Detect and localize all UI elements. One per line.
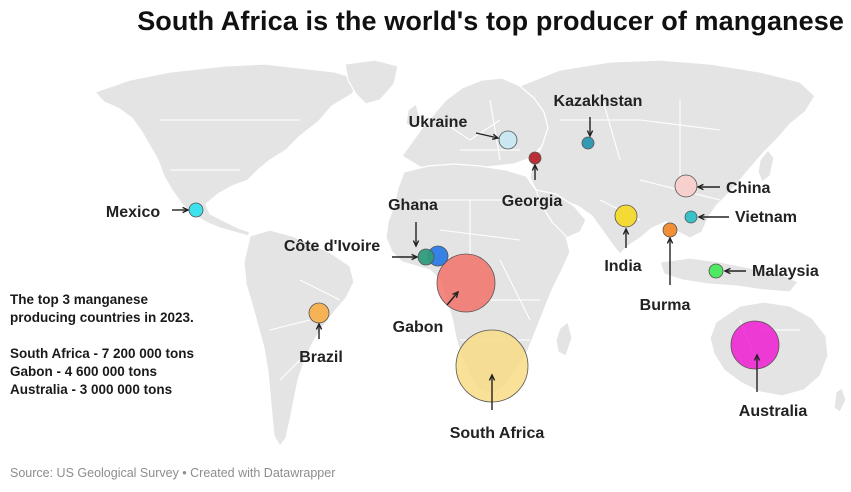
label-georgia: Georgia <box>502 193 563 210</box>
bubble-gabon <box>436 253 496 313</box>
bubble-cote-d-ivoire <box>417 248 435 266</box>
arrow-ukraine <box>475 132 499 139</box>
arrowhead-australia <box>753 353 761 361</box>
label-arrows <box>172 117 761 410</box>
note-intro-line-1: The top 3 manganese <box>10 292 149 307</box>
top-producers-note: The top 3 manganese producing countries … <box>10 291 194 399</box>
arrowhead-gabon <box>452 290 460 298</box>
arrowhead-mexico <box>182 206 190 214</box>
arrowhead-malaysia <box>723 267 731 275</box>
bubble-brazil <box>308 302 330 324</box>
label-vietnam: Vietnam <box>735 209 797 226</box>
arrowhead-south-africa <box>488 373 496 381</box>
arrowhead-china <box>696 183 704 191</box>
land-greenland <box>344 59 399 105</box>
label-cote-d-ivoire: Côte d'Ivoire <box>284 238 380 255</box>
arrowhead-ukraine <box>491 133 500 141</box>
label-south-africa: South Africa <box>450 425 545 442</box>
land-japan <box>757 149 775 183</box>
land-new-zealand <box>833 387 847 413</box>
country-bubbles <box>188 130 780 403</box>
land-north-america <box>93 63 361 237</box>
land-asia <box>518 59 816 255</box>
bubble-burma <box>662 222 678 238</box>
country-labels: South Africa Gabon Australia China Ghana Indi… <box>106 93 819 442</box>
label-malaysia: Malaysia <box>752 263 819 280</box>
note-intro-line-2: producing countries in 2023. <box>10 310 194 325</box>
label-kazakhstan: Kazakhstan <box>554 93 643 110</box>
bubble-georgia <box>528 151 542 165</box>
arrowhead-georgia <box>531 163 539 171</box>
bubble-ukraine <box>498 130 518 150</box>
land-madagascar <box>555 320 573 357</box>
label-burma: Burma <box>640 297 691 314</box>
arrowhead-brazil <box>315 322 323 330</box>
label-china: China <box>726 180 771 197</box>
arrow-gabon <box>446 291 459 306</box>
note-stat-gabon: Gabon - 4 600 000 tons <box>10 364 158 379</box>
arrowhead-vietnam <box>697 213 705 221</box>
arrowhead-cote-d-ivoire <box>411 253 419 261</box>
arrowhead-india <box>622 227 630 235</box>
arrowhead-ghana <box>412 240 420 248</box>
label-ghana: Ghana <box>388 197 438 214</box>
bubble-australia <box>730 320 780 370</box>
land-uk <box>405 102 421 129</box>
label-india: India <box>604 258 641 275</box>
bubble-malaysia <box>708 263 724 279</box>
arrowhead-burma <box>666 236 674 244</box>
land-indonesia <box>659 257 799 293</box>
label-australia: Australia <box>739 403 808 420</box>
land-south-america <box>243 229 355 448</box>
bubble-kazakhstan <box>581 136 595 150</box>
label-gabon: Gabon <box>393 319 444 336</box>
arrowhead-kazakhstan <box>586 130 594 138</box>
source-credit: Source: US Geological Survey • Created w… <box>10 466 336 480</box>
label-ukraine: Ukraine <box>409 114 468 131</box>
bubble-india <box>614 204 638 228</box>
bubble-vietnam <box>684 210 698 224</box>
bubble-mexico <box>188 202 204 218</box>
bubble-china <box>674 174 698 198</box>
map-title: South Africa is the world's top producer… <box>137 6 844 36</box>
note-stat-australia: Australia - 3 000 000 tons <box>10 382 173 397</box>
note-stat-south-africa: South Africa - 7 200 000 tons <box>10 346 195 361</box>
label-brazil: Brazil <box>299 349 343 366</box>
label-mexico: Mexico <box>106 204 160 221</box>
